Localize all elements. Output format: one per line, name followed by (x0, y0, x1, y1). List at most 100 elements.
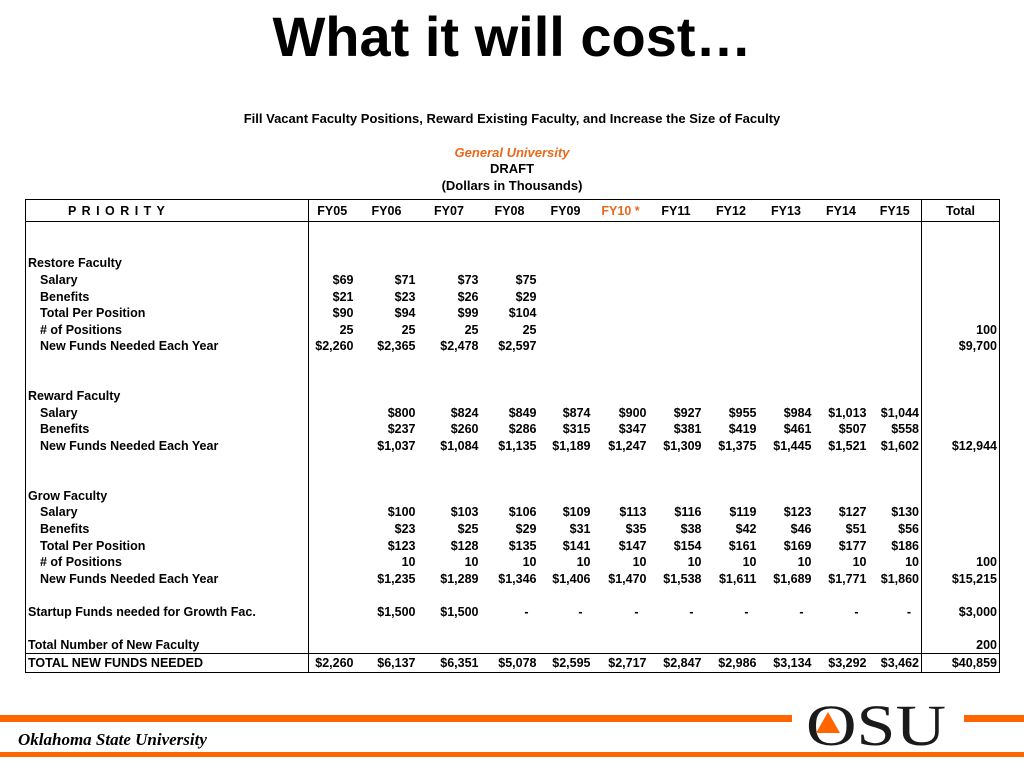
row-label: TOTAL NEW FUNDS NEEDED (25, 653, 309, 673)
value-cell (759, 222, 814, 239)
value-cell (869, 355, 922, 372)
value-cell (481, 471, 539, 488)
value-cell: $2,717 (592, 653, 649, 673)
total-cell (921, 470, 1000, 488)
value-cell: $3,134 (758, 653, 814, 673)
value-cell (356, 255, 418, 272)
value-cell (418, 488, 481, 505)
total-header: Total (921, 199, 1000, 222)
value-cell: 25 (464, 322, 479, 337)
value-cell (481, 222, 539, 239)
value-cell (481, 255, 539, 272)
value-cell: $99 (457, 306, 479, 321)
value-cell: $46 (790, 521, 812, 536)
value-cell: $1,445 (773, 439, 812, 454)
value-cell (869, 371, 922, 388)
footer-university-name: Oklahoma State University (18, 730, 207, 749)
value-cell: 10 (852, 555, 867, 570)
value-cell (704, 255, 759, 272)
value-cell: $25 (457, 521, 479, 536)
label-cell (26, 371, 309, 388)
value-cell: $1,013 (828, 405, 867, 420)
value-cell (356, 371, 418, 388)
value-cell (308, 487, 356, 505)
footer-bar-bottom (0, 752, 1024, 757)
value-cell (869, 288, 922, 305)
table-row: Benefits $21 $23 $26 $29 (26, 288, 1000, 305)
table-row: Salary $100 $103 $106 $109 $113 $116 $119 $123 $1… (26, 504, 1000, 521)
spacer-row (26, 238, 1000, 256)
value-cell: - (799, 604, 804, 619)
year-header: FY08 (480, 199, 539, 222)
startup-funds-row: Startup Funds needed for Growth Fac. $1,5… (26, 603, 1000, 621)
value-cell: 10 (464, 555, 479, 570)
row-label: Salary (40, 405, 78, 420)
value-cell (869, 338, 922, 355)
value-cell (869, 587, 922, 604)
value-cell (759, 255, 814, 272)
spacer-row (26, 221, 1000, 239)
value-cell: $286 (508, 422, 537, 437)
row-label: New Funds Needed Each Year (40, 571, 219, 586)
value-cell (308, 371, 356, 388)
spacer-row (26, 454, 1000, 471)
value-cell (308, 570, 356, 588)
value-cell: $106 (508, 505, 537, 520)
value-cell (814, 371, 869, 388)
value-cell: $100 (387, 505, 416, 520)
value-cell (704, 371, 759, 388)
value-cell (418, 239, 481, 256)
year-header: FY15 (868, 199, 922, 222)
total-cell: $15,215 (921, 570, 1000, 588)
value-cell: $51 (845, 521, 867, 536)
value-cell: $1,406 (552, 571, 591, 586)
value-cell: $849 (508, 405, 537, 420)
value-cell: $2,260 (308, 653, 356, 673)
value-cell: $2,595 (538, 653, 593, 673)
value-cell: $94 (394, 306, 416, 321)
value-cell: $1,135 (498, 439, 537, 454)
value-cell (704, 288, 759, 305)
value-cell (418, 637, 481, 654)
spacer-row (26, 371, 1000, 388)
value-cell (481, 355, 539, 372)
value-cell (539, 272, 593, 289)
value-cell: $1,346 (498, 571, 537, 586)
value-cell: $141 (562, 538, 591, 553)
row-label: Startup Funds needed for Growth Fac. (28, 604, 256, 619)
value-cell (759, 637, 814, 654)
value-cell: $56 (898, 521, 919, 536)
value-cell (814, 355, 869, 372)
value-cell: 10 (576, 555, 591, 570)
year-header: FY06 (355, 199, 418, 222)
value-cell: $5,078 (480, 653, 539, 673)
value-cell: $1,538 (663, 571, 702, 586)
row-label: Salary (40, 505, 78, 520)
spacer-row (26, 587, 1000, 604)
total-cell (921, 587, 1000, 604)
value-cell: $260 (450, 422, 479, 437)
value-cell (814, 288, 869, 305)
value-cell (869, 620, 922, 637)
row-label: Salary (40, 273, 78, 288)
value-cell (539, 322, 593, 339)
grand-total-row: TOTAL NEW FUNDS NEEDED $2,260 $6,137 $6,351… (25, 653, 1000, 673)
value-cell (593, 371, 649, 388)
value-cell (308, 354, 356, 372)
value-cell (356, 222, 418, 239)
value-cell (649, 637, 704, 654)
value-cell: 10 (742, 555, 757, 570)
value-cell: $38 (680, 521, 702, 536)
total-cell: $9,700 (921, 338, 1000, 355)
total-cell (921, 620, 1000, 637)
value-cell: 10 (632, 555, 647, 570)
value-cell (869, 272, 922, 289)
value-cell: $23 (394, 289, 416, 304)
value-cell (869, 222, 922, 239)
value-cell (593, 388, 649, 405)
value-cell (814, 488, 869, 505)
value-cell (356, 388, 418, 405)
value-cell (814, 305, 869, 322)
value-cell: $1,084 (440, 439, 479, 454)
value-cell (869, 454, 922, 471)
